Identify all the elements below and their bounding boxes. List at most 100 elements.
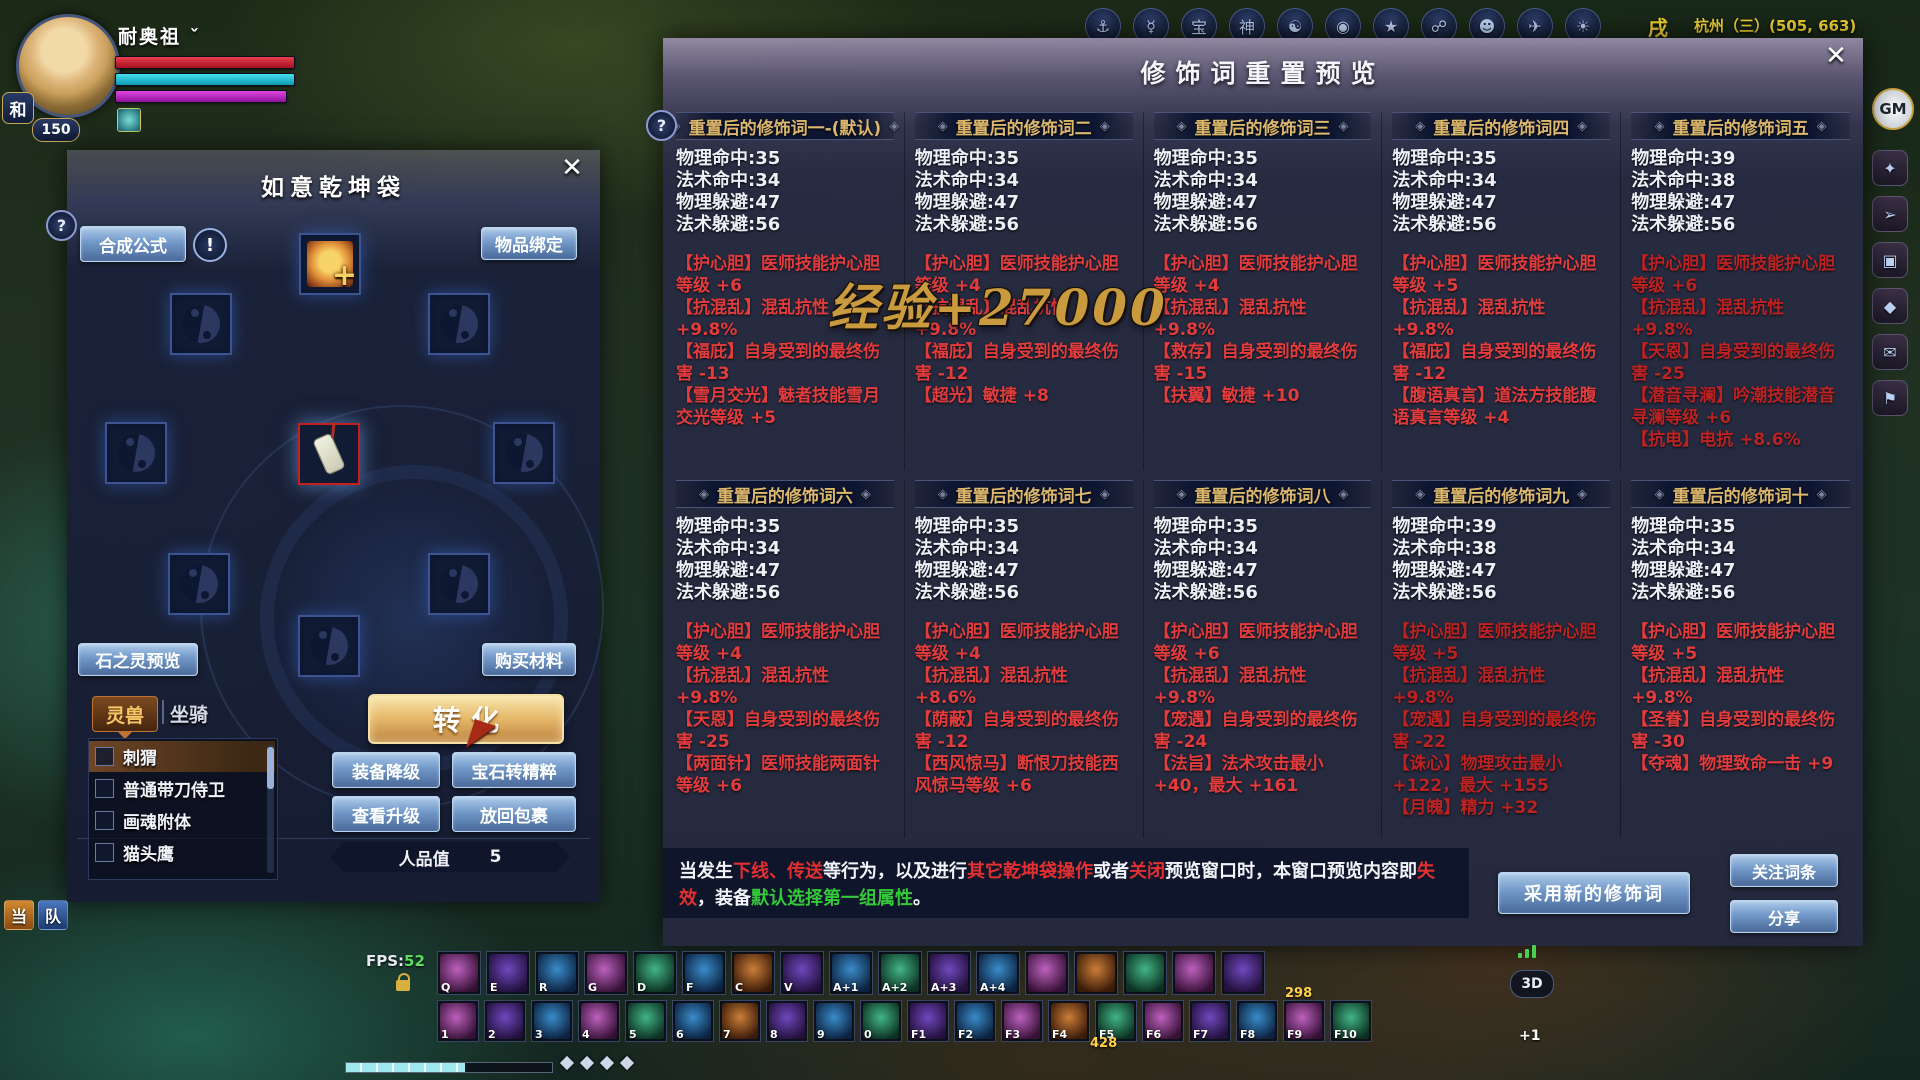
skill-slot[interactable]: F (682, 951, 726, 995)
skill-slot[interactable]: F4 (1048, 1000, 1090, 1042)
skill-slot[interactable]: C (731, 951, 775, 995)
list-item[interactable]: 猫头鹰 (89, 837, 275, 868)
skill-slot[interactable]: F1 (907, 1000, 949, 1042)
share-button[interactable]: 分享 (1730, 900, 1838, 933)
skill-slot[interactable]: D (633, 951, 677, 995)
stat-line: 物理躲避:47 (914, 192, 1020, 213)
follow-entry-button[interactable]: 关注词条 (1730, 854, 1838, 887)
material-slot-e[interactable] (493, 422, 555, 484)
gm-badge[interactable]: GM (1872, 88, 1914, 130)
close-icon[interactable]: ✕ (561, 153, 583, 183)
skill-slot[interactable]: F9 (1283, 1000, 1325, 1042)
skill-slot[interactable] (1172, 951, 1216, 995)
material-slot-nw[interactable] (170, 293, 232, 355)
skill-slot[interactable]: 7 (719, 1000, 761, 1042)
note-text: 下线、传送 (733, 861, 823, 882)
modifier-line: 【抗混乱】混乱抗性 +8.6% (914, 666, 1068, 708)
modifier-line: 【救存】自身受到的最终伤害 -15 (1153, 342, 1358, 384)
material-slot-se[interactable] (428, 553, 490, 615)
skill-slot[interactable]: 3 (531, 1000, 573, 1042)
return-to-bag-button[interactable]: 放回包裹 (452, 796, 576, 832)
right-edge-icon[interactable]: ➢ (1872, 196, 1908, 232)
skill-slot[interactable]: 8 (766, 1000, 808, 1042)
stone-spirit-preview-button[interactable]: 石之灵预览 (78, 643, 198, 676)
right-edge-icon[interactable]: ✉ (1872, 334, 1908, 370)
skill-slot[interactable]: R (535, 951, 579, 995)
skill-slot[interactable]: F5 (1095, 1000, 1137, 1042)
list-item[interactable]: 普通带刀侍卫 (89, 773, 275, 804)
location-coordinates[interactable]: 杭州（三）(505, 663) (1694, 17, 1857, 35)
view-upgrade-button[interactable]: 查看升级 (332, 796, 440, 832)
skill-slot[interactable]: F8 (1236, 1000, 1278, 1042)
skill-slot[interactable]: Q (437, 951, 481, 995)
skill-slot[interactable]: F3 (1001, 1000, 1043, 1042)
material-slot-ne[interactable] (428, 293, 490, 355)
skill-slot[interactable] (1074, 951, 1118, 995)
skill-slot[interactable]: A+3 (927, 951, 971, 995)
downgrade-equipment-button[interactable]: 装备降级 (332, 752, 440, 788)
view-3d-button[interactable]: 3D (1510, 970, 1554, 998)
chat-tab[interactable]: 当 (4, 900, 34, 930)
center-item-slot[interactable] (298, 423, 360, 485)
right-edge-icon[interactable]: ✦ (1872, 150, 1908, 186)
checkbox[interactable] (95, 747, 114, 766)
skill-slot[interactable]: 9 (813, 1000, 855, 1042)
skill-slot[interactable]: 2 (484, 1000, 526, 1042)
alert-icon[interactable]: ! (193, 228, 227, 262)
skill-slot[interactable] (1123, 951, 1167, 995)
stat-line: 物理躲避:47 (914, 560, 1020, 581)
modifier-line: 【两面针】医师技能两面针等级 +6 (676, 754, 880, 796)
skill-slot[interactable]: 6 (672, 1000, 714, 1042)
skill-slot[interactable]: F6 (1142, 1000, 1184, 1042)
skill-slot[interactable]: 1 (437, 1000, 479, 1042)
note-text: 等行为，以及进行 (823, 861, 967, 882)
list-item[interactable]: 画魂附体 (89, 805, 275, 836)
stat-line: 法术命中:34 (676, 538, 781, 559)
material-slot-s[interactable] (298, 615, 360, 677)
skill-slot[interactable]: A+2 (878, 951, 922, 995)
skill-slot[interactable]: 0 (860, 1000, 902, 1042)
tab-pet[interactable]: 灵兽 (92, 696, 158, 739)
gem-to-essence-button[interactable]: 宝石转精粹 (452, 752, 576, 788)
material-slot-top[interactable]: + (299, 233, 361, 295)
scrollbar[interactable] (267, 745, 274, 873)
scrollbar-thumb[interactable] (267, 747, 274, 789)
list-item[interactable]: 刺猬 (89, 741, 275, 772)
right-edge-icon[interactable]: ⚑ (1872, 380, 1908, 416)
skill-slot[interactable]: F2 (954, 1000, 996, 1042)
skill-slot[interactable]: A+1 (829, 951, 873, 995)
skill-slot[interactable]: G (584, 951, 628, 995)
help-icon[interactable]: ? (646, 110, 677, 141)
skill-slot[interactable]: E (486, 951, 530, 995)
skill-slot[interactable]: F7 (1189, 1000, 1231, 1042)
skill-slot[interactable]: A+4 (976, 951, 1020, 995)
checkbox[interactable] (95, 811, 114, 830)
buff-icon[interactable] (117, 108, 141, 132)
close-icon[interactable]: ✕ (1825, 41, 1847, 71)
time-of-day-label: 戌 (1648, 16, 1668, 40)
skill-slot[interactable]: F10 (1330, 1000, 1372, 1042)
skill-slot[interactable]: 5 (625, 1000, 667, 1042)
bind-item-button[interactable]: 物品绑定 (481, 227, 577, 260)
bar-page-up[interactable]: +1 (1519, 1028, 1541, 1044)
apply-new-modifiers-button[interactable]: 采用新的修饰词 (1498, 872, 1690, 914)
transform-button[interactable]: 转化 (368, 694, 564, 744)
material-slot-sw[interactable] (168, 553, 230, 615)
tab-mount[interactable]: 坐骑 (170, 704, 209, 726)
lock-icon[interactable] (396, 973, 410, 991)
formula-button[interactable]: 合成公式 (80, 226, 186, 262)
buy-materials-button[interactable]: 购买材料 (482, 643, 576, 676)
skill-slot[interactable]: 4 (578, 1000, 620, 1042)
modifier-line: 【抗混乱】混乱抗性 +9.8% (1153, 666, 1307, 708)
right-edge-icon[interactable]: ▣ (1872, 242, 1908, 278)
skill-slot[interactable]: V (780, 951, 824, 995)
help-icon[interactable]: ? (46, 210, 77, 241)
chat-tab[interactable]: 队 (38, 900, 68, 930)
right-edge-icon[interactable]: ◆ (1872, 288, 1908, 324)
skill-slot[interactable] (1025, 951, 1069, 995)
checkbox[interactable] (95, 779, 114, 798)
stat-line: 法术命中:38 (1392, 538, 1497, 559)
checkbox[interactable] (95, 843, 114, 862)
material-slot-w[interactable] (105, 422, 167, 484)
skill-slot[interactable] (1221, 951, 1265, 995)
